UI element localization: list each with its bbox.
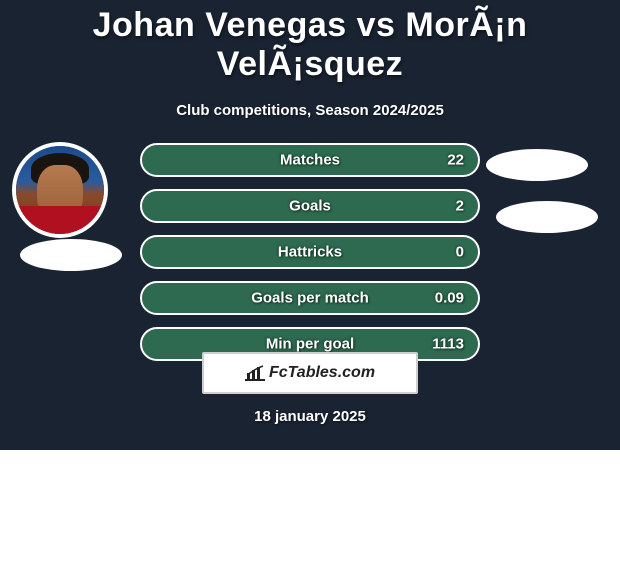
stat-label: Goals per match <box>251 290 369 307</box>
stat-value: 22 <box>447 152 464 169</box>
logo-box[interactable]: FcTables.com <box>202 352 418 394</box>
stat-value: 2 <box>456 198 464 215</box>
avatar-jersey-shape <box>16 206 104 234</box>
snapshot-date: 18 january 2025 <box>254 408 366 425</box>
stat-bars: Matches 22 Goals 2 Hattricks 0 Goals per match… <box>140 143 480 373</box>
player-left-avatar <box>12 142 108 238</box>
ellipse-left <box>20 239 122 271</box>
stat-label: Goals <box>289 198 331 215</box>
ellipse-right-2 <box>496 201 598 233</box>
comparison-title: Johan Venegas vs MorÃ¡n VelÃ¡squez <box>0 0 620 84</box>
stat-bar: Goals per match 0.09 <box>140 281 480 315</box>
logo-text: FcTables.com <box>269 364 375 382</box>
comparison-subtitle: Club competitions, Season 2024/2025 <box>0 102 620 119</box>
stat-value: 0 <box>456 244 464 261</box>
stat-value: 1113 <box>432 336 464 353</box>
stat-bar: Matches 22 <box>140 143 480 177</box>
bottom-whitespace <box>0 450 620 580</box>
avatar-photo <box>16 146 104 234</box>
stat-label: Min per goal <box>266 336 354 353</box>
stat-bar: Goals 2 <box>140 189 480 223</box>
ellipse-right-1 <box>486 149 588 181</box>
stat-label: Hattricks <box>278 244 342 261</box>
logo-chart-icon <box>245 365 265 381</box>
stat-bar: Hattricks 0 <box>140 235 480 269</box>
stat-value: 0.09 <box>435 290 464 307</box>
stat-label: Matches <box>280 152 340 169</box>
